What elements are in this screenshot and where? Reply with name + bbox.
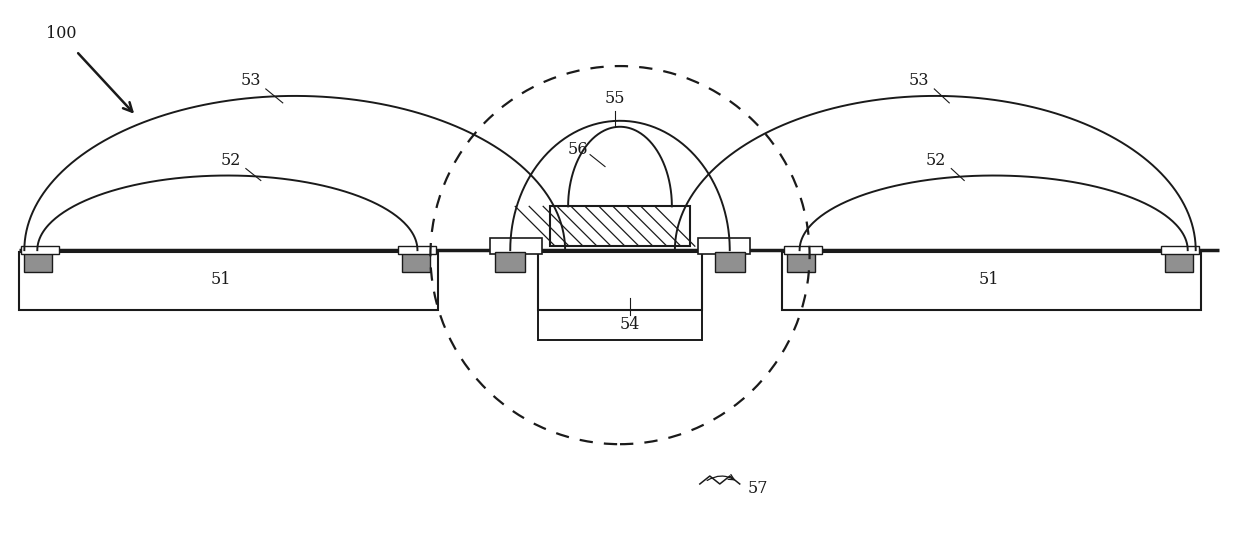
- Bar: [1161, 246, 1198, 254]
- Text: 51: 51: [979, 272, 1000, 288]
- Text: 51: 51: [211, 272, 232, 288]
- Bar: [399, 246, 436, 254]
- Text: 53: 53: [909, 72, 929, 90]
- Bar: [783, 246, 821, 254]
- Bar: [25, 252, 52, 272]
- Text: 56: 56: [567, 141, 589, 157]
- Bar: [1165, 252, 1193, 272]
- Text: 53: 53: [240, 72, 261, 90]
- Bar: [538, 310, 701, 340]
- Bar: [491, 238, 543, 254]
- Bar: [496, 252, 525, 272]
- Bar: [538, 252, 701, 310]
- Bar: [782, 252, 1201, 310]
- Bar: [550, 207, 690, 246]
- Text: 57: 57: [747, 480, 768, 497]
- Bar: [698, 238, 750, 254]
- Text: 52: 52: [221, 152, 242, 169]
- Bar: [715, 252, 745, 272]
- Bar: [20, 252, 439, 310]
- Bar: [787, 252, 814, 272]
- Text: 52: 52: [926, 152, 947, 169]
- Bar: [21, 246, 59, 254]
- Text: 55: 55: [605, 90, 626, 108]
- Text: 100: 100: [46, 25, 77, 42]
- Bar: [403, 252, 430, 272]
- Text: 54: 54: [620, 316, 641, 333]
